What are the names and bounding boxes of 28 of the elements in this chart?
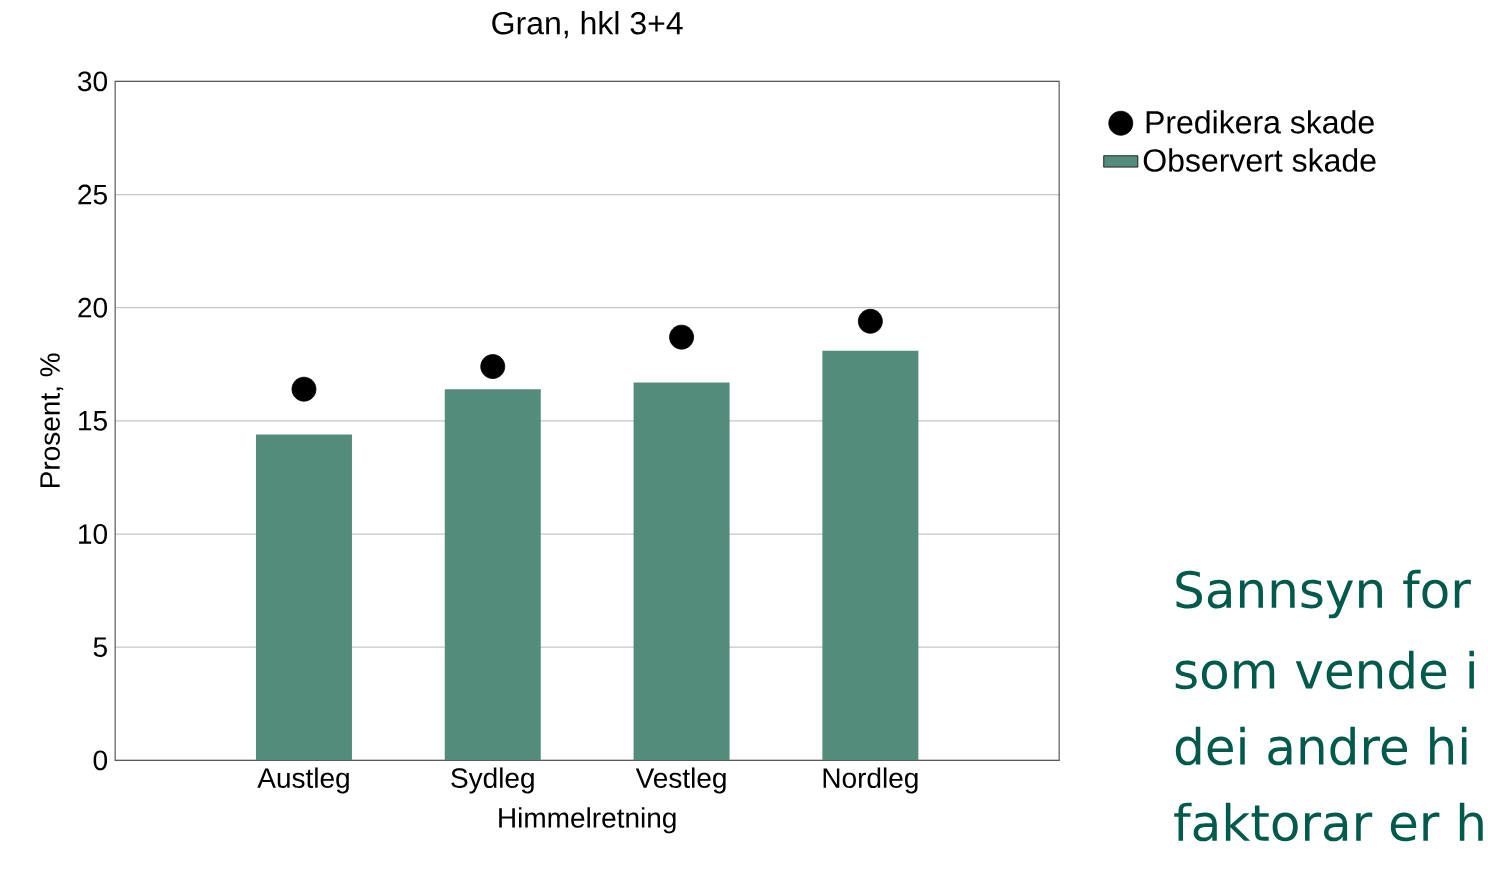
text: som vende i xyxy=(1175,650,1474,690)
y-tick-label: 0 xyxy=(93,750,108,771)
point xyxy=(291,376,317,402)
bar xyxy=(444,389,541,761)
bar xyxy=(633,382,730,761)
y-tick-label: 5 xyxy=(93,637,107,657)
y-tick-label: 10 xyxy=(79,524,108,544)
y-tick-label: 15 xyxy=(79,411,107,431)
legend-label: Predikera skade xyxy=(1146,110,1374,134)
x-axis-title: Himmelretning xyxy=(499,807,676,834)
x-tick-label: Vestleg xyxy=(635,767,726,794)
point xyxy=(669,324,694,350)
x-tick-label: Sydleg xyxy=(451,767,534,794)
point xyxy=(857,308,883,334)
y-tick-label: 30 xyxy=(78,71,108,92)
y-axis-title: Prosent, % xyxy=(40,353,64,488)
y-tick-label: 20 xyxy=(78,297,108,318)
text: dei andre hi xyxy=(1175,726,1467,766)
text: faktorar er h xyxy=(1174,802,1483,842)
legend-label: Observert skade xyxy=(1143,148,1376,172)
x-tick-label: Austleg xyxy=(257,767,349,794)
bar xyxy=(255,434,352,761)
chart-title: Gran, hkl 3+4 xyxy=(492,11,683,39)
x-tick-label: Nordleg xyxy=(823,767,918,794)
point xyxy=(480,354,506,379)
bar xyxy=(822,350,919,761)
text: Sannsyn for xyxy=(1176,569,1471,619)
y-tick-label: 25 xyxy=(78,184,107,205)
